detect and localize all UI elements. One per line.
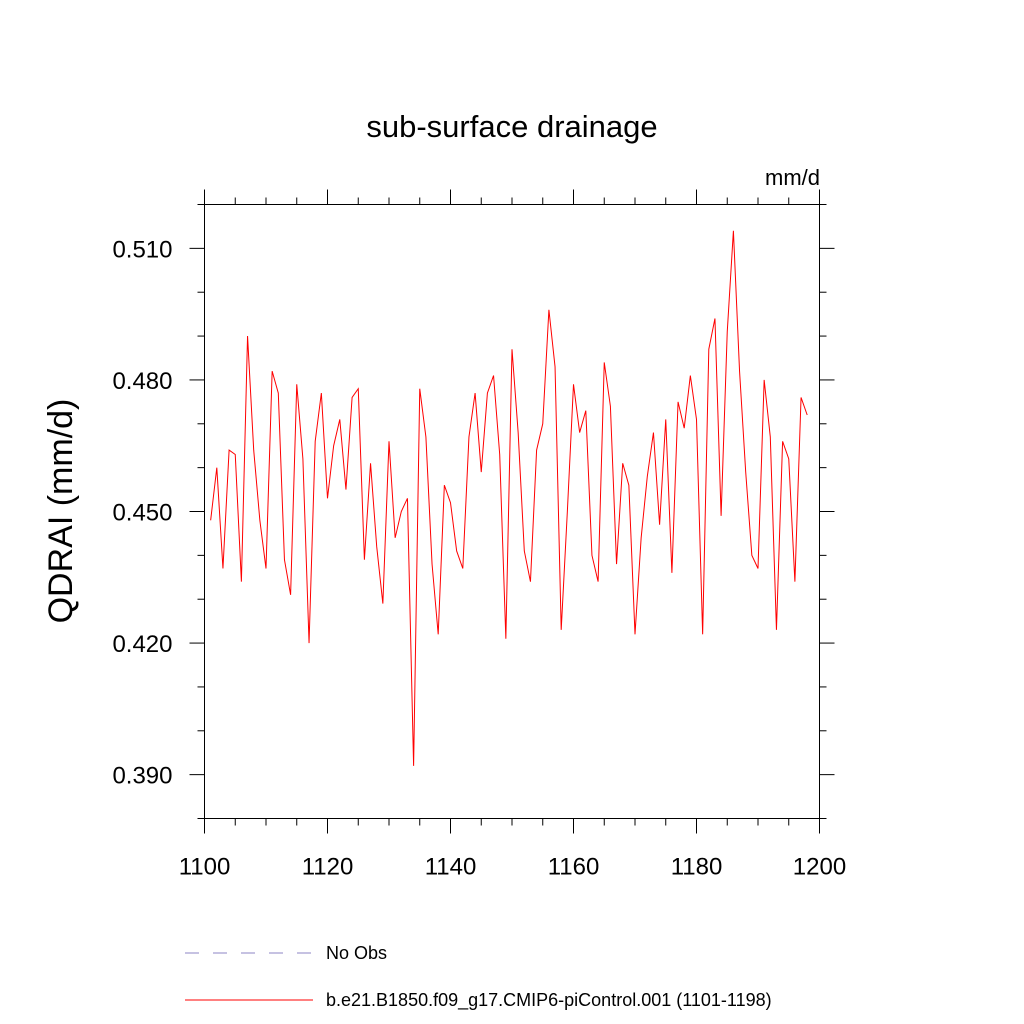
plot-frame (204, 204, 820, 819)
series-line (210, 230, 808, 766)
x-tick-label: 1180 (671, 854, 723, 881)
x-tick-label: 1200 (793, 854, 846, 881)
y-tick-label: 0.450 (112, 500, 172, 527)
legend-label-model: b.e21.B1850.f09_g17.CMIP6-piControl.001 … (326, 990, 772, 1011)
legend: No Obs b.e21.B1850.f09_g17.CMIP6-piContr… (185, 943, 772, 1011)
y-tick-label: 0.480 (112, 368, 172, 395)
axis-tick-labels: 1100 1120 1140 1160 1180 1200 0.390 0.420 0.450 0… (112, 236, 846, 880)
axis-ticks (189, 189, 835, 834)
y-tick-label: 0.390 (112, 763, 172, 790)
x-tick-label: 1120 (302, 854, 354, 881)
y-tick-label: 0.420 (112, 631, 172, 658)
units-label: mm/d (765, 165, 820, 190)
y-axis-label: QDRAI (mm/d) (42, 399, 80, 624)
legend-label-no-obs: No Obs (326, 943, 387, 963)
x-tick-label: 1160 (548, 854, 600, 881)
chart-title: sub-surface drainage (366, 109, 657, 144)
y-tick-label: 0.510 (112, 236, 172, 263)
plot-lines (210, 230, 808, 766)
x-tick-label: 1100 (179, 854, 231, 881)
x-tick-label: 1140 (425, 854, 477, 881)
